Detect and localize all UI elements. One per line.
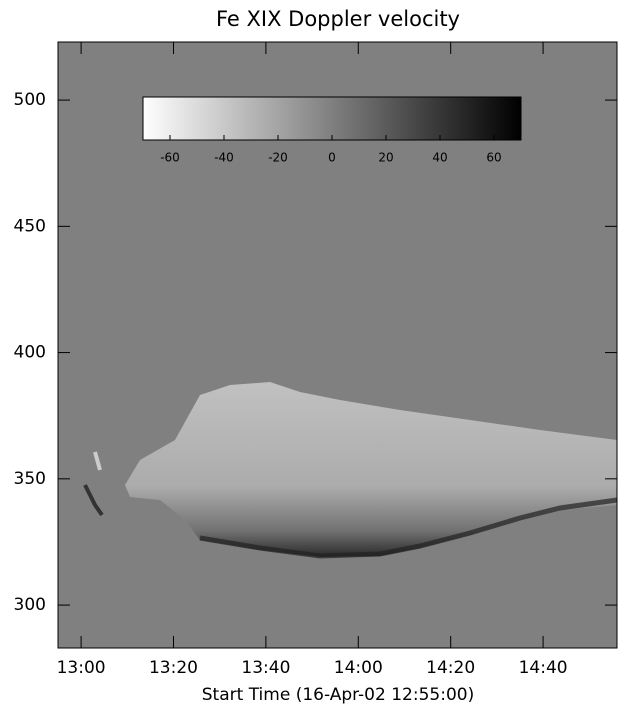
image-region: [83, 484, 104, 517]
image-region: [199, 497, 618, 559]
x-axis-title: Start Time (16-Apr-02 12:55:00): [202, 685, 474, 705]
y-tick-label: 300: [14, 595, 46, 615]
y-tick-label: 450: [14, 216, 46, 236]
x-tick-label: 13:00: [57, 658, 106, 678]
colorbar: [142, 96, 522, 141]
velocity-image: [83, 382, 618, 559]
plot-frame: [57, 41, 618, 649]
y-tick-label: 500: [14, 90, 46, 110]
colorbar-tick-label: 40: [432, 151, 447, 165]
colorbar-tick-label: 20: [378, 151, 393, 165]
x-tick-label: 14:40: [519, 658, 568, 678]
colorbar-tick-label: -20: [268, 151, 288, 165]
y-tick-label: 350: [14, 469, 46, 489]
x-tick-label: 13:20: [149, 658, 198, 678]
colorbar-tick-label: -40: [214, 151, 234, 165]
x-tick-label: 14:20: [426, 658, 475, 678]
colorbar-tick-label: 60: [486, 151, 501, 165]
image-region: [125, 382, 617, 557]
x-tick-label: 14:00: [334, 658, 383, 678]
chart-title: Fe XIX Doppler velocity: [216, 7, 460, 31]
colorbar-tick-label: -60: [160, 151, 180, 165]
colorbar-tick-label: 0: [328, 151, 336, 165]
image-region: [93, 451, 102, 471]
y-tick-label: 400: [14, 343, 46, 363]
x-tick-label: 13:40: [241, 658, 290, 678]
